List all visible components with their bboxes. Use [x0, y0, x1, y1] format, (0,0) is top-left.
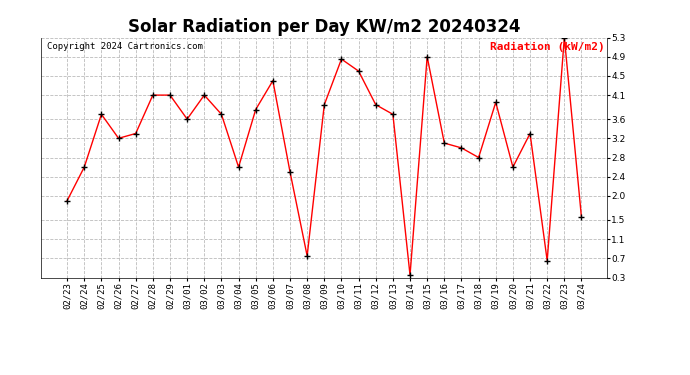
Text: Copyright 2024 Cartronics.com: Copyright 2024 Cartronics.com	[47, 42, 203, 51]
Text: Radiation (kW/m2): Radiation (kW/m2)	[490, 42, 604, 52]
Title: Solar Radiation per Day KW/m2 20240324: Solar Radiation per Day KW/m2 20240324	[128, 18, 520, 36]
